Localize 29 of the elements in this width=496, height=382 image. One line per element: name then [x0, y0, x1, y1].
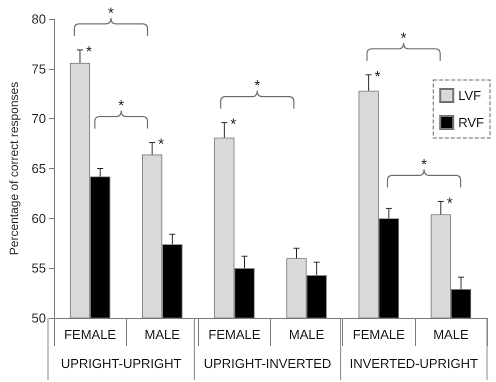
data-label: *: [86, 43, 92, 60]
legend-label: RVF: [458, 115, 484, 130]
x-tick-label: FEMALE: [208, 327, 261, 342]
y-tick-label: 50: [32, 310, 46, 326]
data-label: *: [446, 194, 453, 212]
annotation: *: [118, 98, 124, 115]
annotation: *: [254, 78, 260, 95]
y-axis-title: Percentage of correct responses: [7, 82, 21, 256]
annotation: *: [421, 156, 428, 174]
annotation: *: [400, 30, 407, 47]
data-label: *: [230, 116, 236, 134]
data-label: *: [158, 136, 164, 154]
x-tick-label: MALE: [288, 327, 325, 342]
x-tick-label: MALE: [433, 327, 469, 342]
x-tick-label: MALE: [144, 327, 180, 342]
data-label: *: [374, 68, 381, 86]
x-tick-label: FEMALE: [352, 327, 406, 342]
text: UPRIGHT-UPRIGHT: [60, 356, 182, 371]
y-tick-label: 60: [32, 210, 46, 226]
legend-label: LVF: [458, 88, 482, 103]
y-tick-label: 80: [32, 12, 46, 26]
y-tick-label: 55: [32, 260, 46, 276]
x-tick-label: FEMALE: [64, 327, 116, 342]
y-tick-label: 65: [32, 161, 46, 176]
text: UPRIGHT-INVERTED: [204, 356, 332, 371]
annotation: *: [108, 4, 114, 22]
text: INVERTED-UPRIGHT: [350, 356, 478, 371]
y-tick-label: 75: [32, 61, 46, 76]
y-tick-label: 70: [32, 111, 46, 126]
